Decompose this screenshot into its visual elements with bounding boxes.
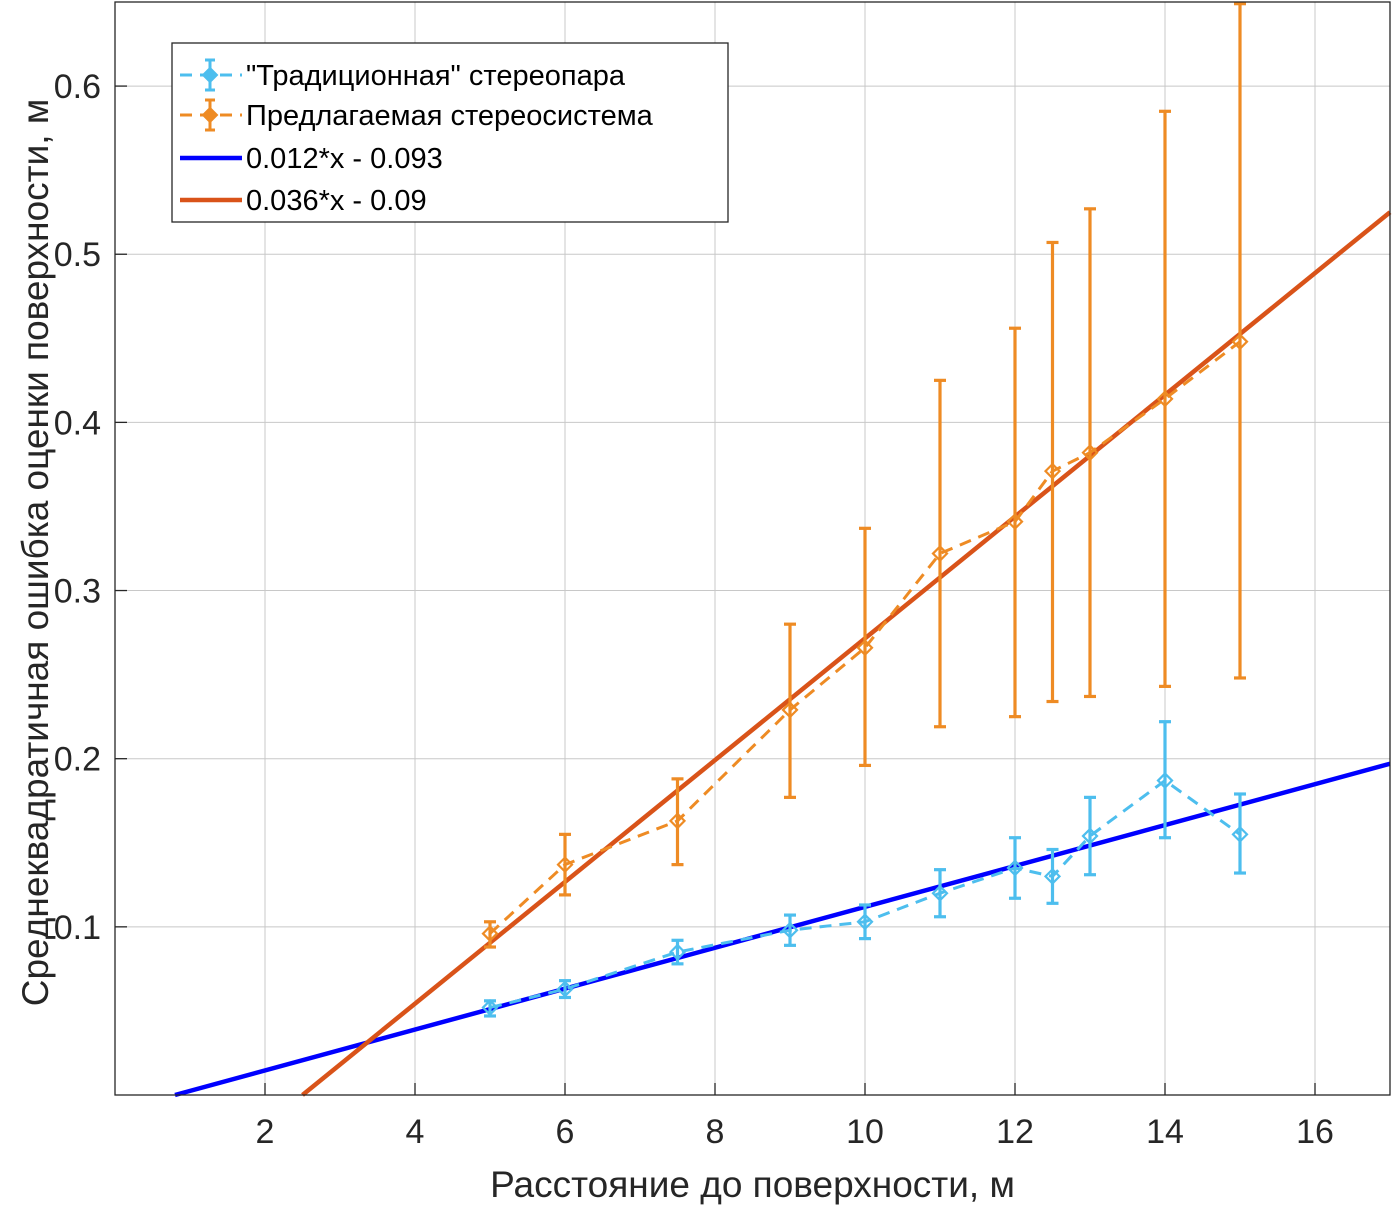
data-point bbox=[1156, 390, 1174, 408]
legend-box bbox=[171, 42, 729, 223]
data-point bbox=[1006, 859, 1024, 877]
data-point bbox=[781, 921, 799, 939]
x-axis-label: Расстояние до поверхности, м bbox=[490, 1164, 1015, 1205]
y-tick-label: 0.4 bbox=[54, 404, 101, 442]
legend-label: Предлагаемая стереосистема bbox=[246, 100, 654, 132]
errorbar-series bbox=[481, 2, 1249, 949]
data-point bbox=[1043, 867, 1062, 885]
data-point bbox=[668, 943, 687, 961]
x-tick-label: 2 bbox=[256, 1113, 275, 1151]
legend-label: 0.036*x - 0.09 bbox=[246, 185, 427, 217]
data-point bbox=[856, 913, 874, 931]
x-tick-label: 14 bbox=[1146, 1113, 1184, 1151]
x-tick-label: 8 bbox=[706, 1113, 725, 1151]
data-series bbox=[481, 2, 1249, 1018]
data-point bbox=[781, 701, 799, 719]
errorbar-series bbox=[481, 720, 1249, 1018]
y-axis-ticks: 0.1 0.2 0.3 0.4 0.5 0.6 bbox=[54, 68, 127, 947]
data-point bbox=[1231, 333, 1249, 351]
y-axis-label: Среднеквадратичная ошибка оценки поверхн… bbox=[15, 99, 56, 1007]
data-point bbox=[481, 925, 499, 943]
y-tick-label: 0.6 bbox=[54, 68, 101, 106]
data-point bbox=[856, 639, 874, 657]
y-tick-label: 0.3 bbox=[54, 573, 101, 611]
legend-marker bbox=[201, 106, 219, 124]
legend: "Традиционная" стереопара Предлагаемая ст… bbox=[171, 42, 729, 223]
x-tick-label: 4 bbox=[406, 1113, 425, 1151]
series-line bbox=[489, 778, 1241, 1010]
data-point bbox=[931, 884, 949, 902]
legend-label: "Традиционная" стереопара bbox=[246, 60, 626, 92]
x-axis-ticks: 2 4 6 8 10 12 14 16 bbox=[256, 1083, 1334, 1151]
data-point bbox=[1081, 444, 1099, 462]
x-tick-label: 16 bbox=[1296, 1113, 1334, 1151]
data-point bbox=[931, 544, 949, 563]
data-point bbox=[1006, 513, 1024, 531]
y-tick-label: 0.1 bbox=[54, 909, 101, 947]
legend-marker bbox=[201, 66, 219, 84]
data-point bbox=[1043, 462, 1062, 480]
data-point bbox=[556, 856, 574, 874]
data-point bbox=[1231, 825, 1249, 843]
legend-label: 0.012*x - 0.093 bbox=[246, 143, 443, 175]
x-tick-label: 10 bbox=[846, 1113, 884, 1151]
plot-border bbox=[114, 1, 1391, 1096]
x-tick-label: 6 bbox=[556, 1113, 575, 1151]
y-tick-label: 0.2 bbox=[54, 741, 101, 779]
data-point bbox=[668, 812, 687, 830]
x-tick-label: 12 bbox=[996, 1113, 1034, 1151]
data-point bbox=[1156, 771, 1174, 790]
series-line bbox=[488, 340, 1241, 935]
data-point bbox=[1081, 827, 1099, 845]
y-tick-label: 0.5 bbox=[54, 236, 101, 274]
fit-line bbox=[301, 210, 1392, 1097]
data-point bbox=[556, 980, 574, 998]
data-point bbox=[481, 999, 499, 1017]
